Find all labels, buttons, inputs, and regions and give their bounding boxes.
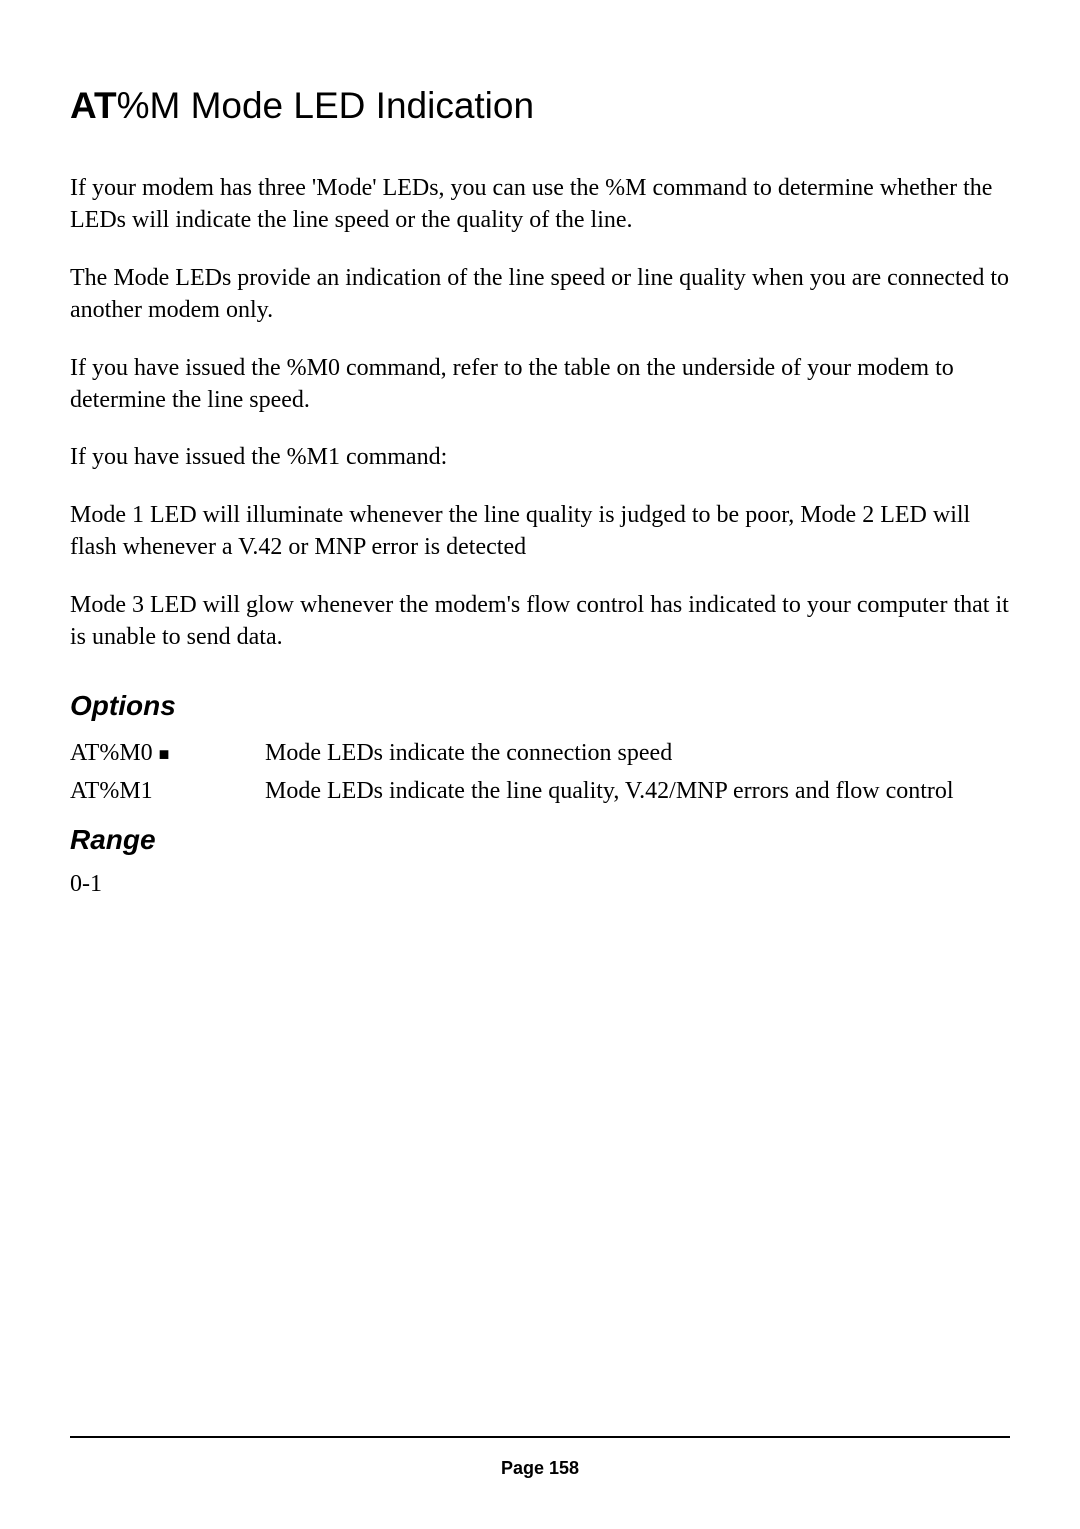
paragraph-3: If you have issued the %M0 command, refe… [70, 352, 1010, 417]
page-number: Page 158 [70, 1458, 1010, 1479]
default-marker-icon: ■ [159, 744, 170, 764]
paragraph-4: If you have issued the %M1 command: [70, 441, 1010, 473]
page-container: AT%M Mode LED Indication If your modem h… [0, 0, 1080, 1529]
options-heading: Options [70, 690, 1010, 722]
paragraph-2: The Mode LEDs provide an indication of t… [70, 262, 1010, 327]
options-cmd: AT%M1 [70, 775, 265, 809]
options-cmd-text: AT%M1 [70, 778, 153, 804]
heading-rest: %M Mode LED Indication [117, 85, 534, 126]
paragraph-1: If your modem has three 'Mode' LEDs, you… [70, 172, 1010, 237]
options-row: AT%M1 Mode LEDs indicate the line qualit… [70, 775, 1010, 809]
options-table: AT%M0 ■ Mode LEDs indicate the connectio… [70, 737, 1010, 812]
page-title: AT%M Mode LED Indication [70, 85, 1010, 127]
range-heading: Range [70, 824, 1010, 856]
paragraph-6: Mode 3 LED will glow whenever the modem'… [70, 589, 1010, 654]
footer-rule [70, 1436, 1010, 1438]
page-footer: Page 158 [70, 1436, 1010, 1479]
options-desc: Mode LEDs indicate the line quality, V.4… [265, 775, 1010, 809]
options-row: AT%M0 ■ Mode LEDs indicate the connectio… [70, 737, 1010, 771]
range-value: 0-1 [70, 871, 1010, 898]
options-cmd-text: AT%M0 [70, 740, 153, 766]
options-cmd: AT%M0 ■ [70, 737, 265, 771]
options-desc: Mode LEDs indicate the connection speed [265, 737, 1010, 771]
heading-bold: AT [70, 85, 117, 126]
paragraph-5: Mode 1 LED will illuminate whenever the … [70, 499, 1010, 564]
